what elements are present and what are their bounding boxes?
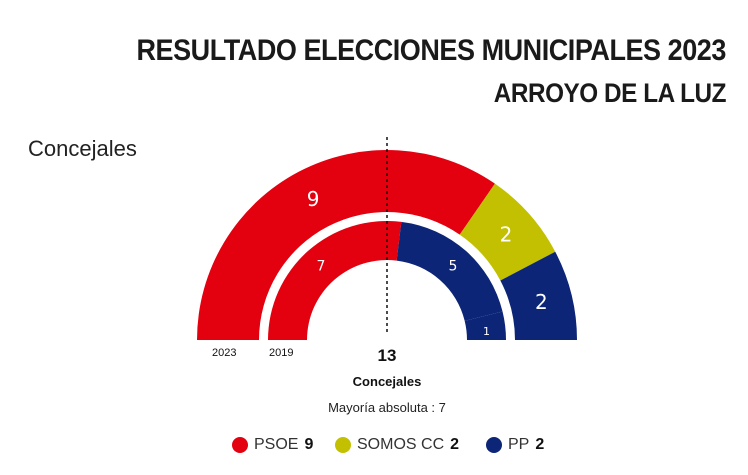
chart-subtitle: ARROYO DE LA LUZ [493, 78, 727, 108]
segment-label: 2 [500, 223, 513, 247]
segment-label: 1 [483, 325, 490, 338]
legend-item-psoe: PSOE 9 [232, 436, 313, 454]
legend-value: 2 [450, 436, 460, 453]
segment-2023-pp [500, 251, 578, 340]
legend-label: PP [508, 436, 530, 453]
segment-2019-other [464, 311, 506, 340]
segment-2019-pp [396, 221, 503, 321]
section-label: Concejales [28, 136, 137, 161]
legend-value: 2 [535, 436, 545, 453]
ring-year-label: 2019 [269, 347, 293, 359]
segment-2023-psoe [197, 150, 495, 340]
segment-2023-somos-cc [459, 183, 556, 281]
segment-label: 2 [535, 290, 548, 314]
legend-item-pp: PP 2 [486, 436, 544, 454]
segment-2019-psoe [268, 221, 402, 340]
segment-label: 7 [317, 258, 326, 274]
segment-label: 9 [307, 187, 320, 211]
legend-value: 9 [304, 436, 314, 453]
ring-year-label: 2023 [212, 347, 236, 359]
segment-label: 5 [449, 258, 458, 274]
legend-label: PSOE [254, 436, 299, 453]
legend-swatch [232, 437, 248, 453]
chart-title: RESULTADO ELECCIONES MUNICIPALES 2023 [136, 34, 727, 67]
legend-label: SOMOS CC [357, 436, 445, 453]
majority-label: Mayoría absoluta : 7 [328, 400, 446, 415]
total-caption: Concejales [353, 374, 422, 389]
legend-item-somos-cc: SOMOS CC 2 [335, 436, 459, 454]
legend-swatch [486, 437, 502, 453]
legend-swatch [335, 437, 351, 453]
total-seats-label: 13 [378, 346, 397, 365]
